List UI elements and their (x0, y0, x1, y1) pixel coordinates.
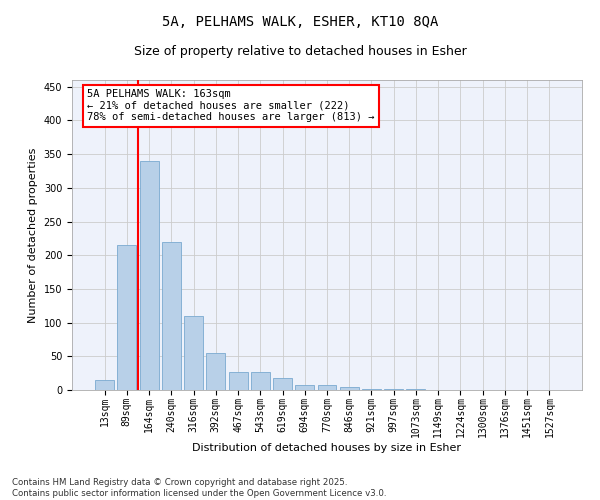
Bar (340, 386, 359, 390)
Bar (251, 372, 270, 390)
Bar (162, 242, 181, 390)
Text: Size of property relative to detached houses in Esher: Size of property relative to detached ho… (134, 45, 466, 58)
Bar (273, 378, 292, 390)
Bar (229, 372, 248, 390)
Text: 5A, PELHAMS WALK, ESHER, KT10 8QA: 5A, PELHAMS WALK, ESHER, KT10 8QA (162, 15, 438, 29)
Bar (118, 245, 136, 390)
Bar (140, 161, 158, 390)
Y-axis label: Number of detached properties: Number of detached properties (28, 148, 38, 322)
Bar (295, 384, 314, 390)
Bar (317, 386, 337, 390)
Bar (206, 353, 225, 390)
Text: Contains HM Land Registry data © Crown copyright and database right 2025.
Contai: Contains HM Land Registry data © Crown c… (12, 478, 386, 498)
Bar (362, 388, 381, 390)
Bar (184, 316, 203, 390)
Bar (95, 380, 114, 390)
Text: 5A PELHAMS WALK: 163sqm
← 21% of detached houses are smaller (222)
78% of semi-d: 5A PELHAMS WALK: 163sqm ← 21% of detache… (88, 90, 375, 122)
X-axis label: Distribution of detached houses by size in Esher: Distribution of detached houses by size … (193, 443, 461, 453)
